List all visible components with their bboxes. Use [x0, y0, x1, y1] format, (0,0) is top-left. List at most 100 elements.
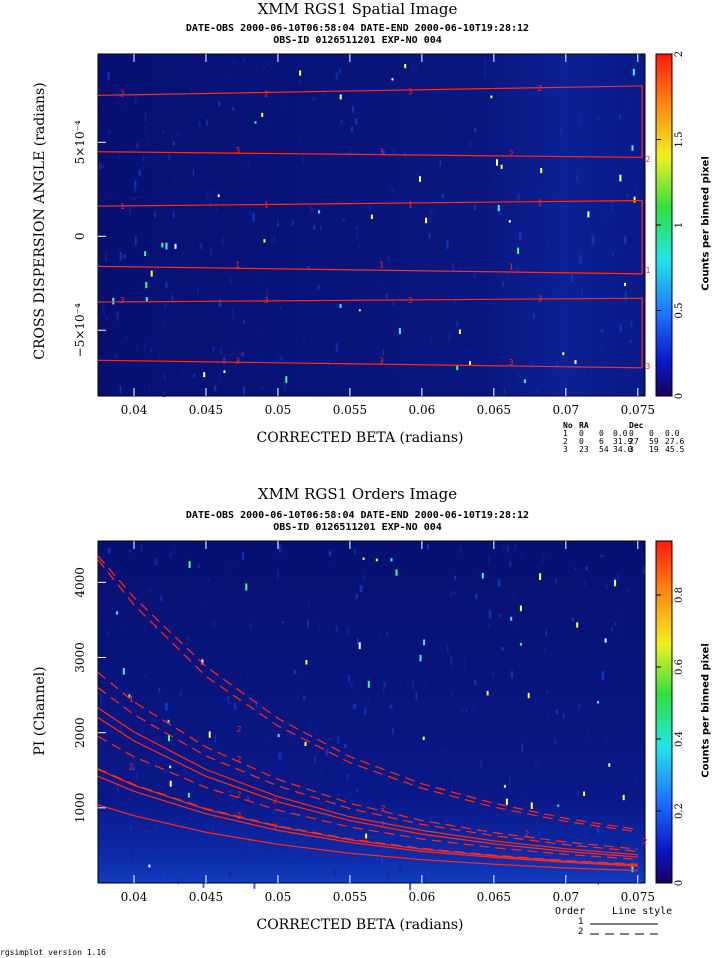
noise-speck [212, 347, 215, 352]
noise-speck [619, 114, 622, 120]
noise-speck [176, 62, 179, 65]
noise-speck [643, 565, 645, 574]
event-pixel [505, 798, 508, 805]
noise-speck [277, 218, 279, 224]
noise-speck [602, 226, 605, 234]
region-label: 3 [645, 362, 650, 371]
curve-label: 2 [237, 790, 242, 799]
event-pixel [367, 680, 370, 688]
noise-speck [423, 681, 426, 691]
event-pixel [624, 282, 626, 286]
noise-speck [248, 700, 252, 707]
noise-speck [430, 335, 432, 345]
region-label: 2 [645, 155, 650, 164]
coord-cell: 23 [579, 445, 589, 454]
noise-speck [267, 122, 269, 126]
noise-speck [574, 567, 577, 571]
noise-speck [234, 558, 236, 563]
noise-speck [291, 220, 295, 227]
noise-speck [517, 265, 519, 272]
noise-speck [165, 702, 168, 711]
orders-subtitle-obsid: OBS-ID 0126511201 EXP-NO 004 [273, 522, 442, 533]
noise-speck [577, 703, 581, 711]
noise-speck [536, 388, 538, 393]
event-pixel [391, 78, 394, 81]
noise-speck [347, 674, 351, 683]
event-pixel [169, 765, 172, 769]
noise-speck [242, 320, 246, 324]
noise-speck [555, 578, 558, 583]
noise-speck [611, 626, 614, 632]
event-pixel [519, 605, 522, 612]
noise-speck [230, 277, 232, 285]
noise-speck [102, 164, 104, 169]
noise-speck [383, 682, 386, 688]
noise-speck [157, 351, 161, 359]
noise-speck [577, 856, 579, 860]
noise-speck [581, 288, 583, 295]
noise-speck [218, 299, 222, 308]
noise-speck [453, 591, 457, 595]
noise-speck [506, 545, 509, 553]
event-pixel [423, 639, 426, 646]
coord-cell: 31.9 [613, 437, 633, 446]
noise-speck [120, 724, 122, 733]
event-pixel [456, 365, 459, 370]
noise-speck [584, 368, 587, 377]
noise-speck [488, 610, 492, 619]
noise-speck [226, 73, 228, 77]
noise-speck [518, 374, 521, 378]
event-pixel [633, 196, 636, 203]
noise-speck [176, 132, 180, 138]
region-label: 2 [264, 89, 269, 98]
noise-speck [619, 248, 621, 253]
noise-speck [214, 385, 217, 392]
event-pixel [597, 701, 600, 704]
noise-speck [472, 706, 475, 712]
noise-speck [280, 844, 283, 853]
noise-speck [281, 621, 284, 624]
x-tick-label: 0.04 [121, 890, 148, 904]
noise-speck [353, 703, 357, 710]
noise-speck [499, 614, 502, 617]
noise-speck [391, 727, 394, 735]
order-1-curve [97, 717, 638, 858]
x-tick-label: 0.07 [552, 890, 579, 904]
noise-speck [563, 764, 566, 769]
bright-events [112, 64, 636, 383]
noise-speck [261, 385, 264, 391]
noise-speck [169, 826, 172, 832]
coord-cell: 0.0 [665, 429, 680, 438]
noise-speck [172, 211, 175, 219]
noise-speck [133, 187, 136, 193]
noise-speck [587, 731, 590, 740]
noise-speck [387, 872, 389, 881]
noise-speck [125, 629, 128, 633]
noise-speck [314, 755, 316, 763]
noise-speck [415, 692, 418, 701]
noise-speck [543, 187, 546, 192]
noise-speck [473, 205, 477, 210]
noise-speck [248, 209, 251, 217]
noise-speck [553, 264, 557, 268]
noise-speck [247, 159, 250, 166]
noise-speck [387, 256, 391, 260]
noise-speck [473, 273, 477, 279]
noise-speck [277, 221, 279, 227]
noise-speck [506, 273, 509, 278]
noise-speck [163, 876, 166, 881]
noise-speck [592, 831, 595, 838]
noise-speck [136, 344, 139, 353]
event-pixel [539, 573, 542, 581]
noise-speck [303, 695, 306, 700]
coord-cell: 34.0 [613, 445, 633, 454]
noise-speck [448, 333, 451, 341]
coord-cell: 6 [599, 437, 604, 446]
noise-speck [339, 68, 342, 74]
coord-table-row: 1 0 0 0.0 0 0 0.0 [563, 429, 713, 438]
noise-speck [189, 87, 192, 93]
coord-cell: 27 [629, 437, 639, 446]
region-boundary [97, 265, 643, 275]
noise-speck [454, 298, 457, 306]
noise-speck [624, 236, 627, 244]
